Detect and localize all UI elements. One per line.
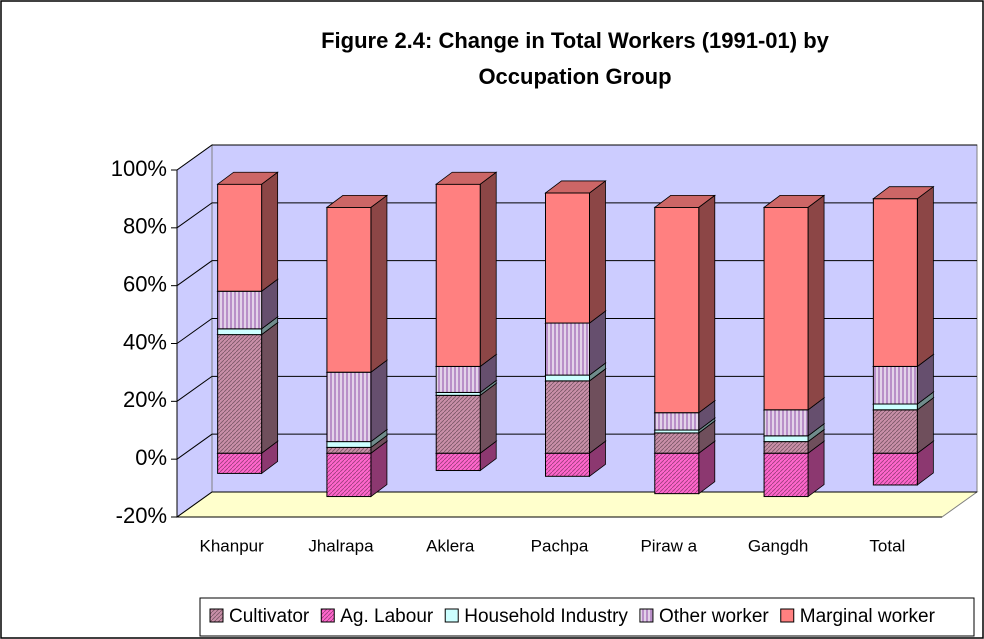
bar-top [762, 194, 826, 208]
bar-side [807, 194, 825, 411]
bar [435, 452, 481, 472]
bar [654, 452, 700, 495]
bar [217, 183, 263, 292]
bar-top [872, 186, 935, 200]
chart-subtitle: Occupation Group [478, 64, 671, 89]
bar [654, 206, 700, 414]
bar-top [216, 171, 279, 185]
grid-line [176, 202, 977, 229]
bar [217, 334, 263, 454]
bar-top [325, 194, 389, 208]
legend-label: Ag. Labour [340, 606, 434, 627]
bar [435, 394, 481, 454]
bar [217, 328, 263, 336]
y-tick-label: 80% [123, 214, 167, 239]
bar [217, 290, 263, 330]
bar-side [261, 321, 279, 454]
bar-side [370, 359, 388, 443]
grid-line [176, 433, 977, 460]
legend-swatch [780, 608, 795, 623]
bar-side [698, 194, 716, 414]
x-tick-label: Pachpa [531, 536, 589, 555]
bar [872, 365, 918, 405]
y-tick-label: 20% [123, 387, 167, 412]
bar-side [261, 171, 279, 293]
bar-top [544, 180, 607, 194]
bar [435, 183, 481, 367]
legend-swatch [444, 608, 459, 623]
bar [326, 452, 372, 498]
bar [763, 435, 809, 443]
y-tick-label: 100% [111, 156, 167, 181]
bar [872, 452, 918, 486]
bar [326, 206, 372, 373]
y-tick-label: 60% [123, 271, 167, 296]
bar-side [916, 185, 934, 368]
bar [763, 452, 809, 498]
grid-line [176, 375, 977, 402]
bar-side [589, 180, 606, 324]
bar [326, 441, 372, 448]
x-tick-label: Total [869, 536, 905, 555]
grid-line [176, 318, 977, 344]
floor [175, 491, 979, 518]
bar [217, 452, 263, 474]
chart-title: Figure 2.4: Change in Total Workers (199… [321, 28, 830, 53]
bar [545, 322, 590, 376]
bar [654, 412, 700, 431]
bar-side [589, 368, 606, 454]
bar-top [435, 171, 498, 185]
legend-label: Other worker [659, 606, 769, 627]
bar [872, 198, 918, 367]
legend-label: Marginal worker [800, 606, 936, 627]
legend-swatch [639, 608, 654, 623]
bar [545, 380, 590, 454]
legend-label: Cultivator [229, 606, 310, 627]
bar [763, 441, 809, 454]
bar-side [370, 194, 388, 374]
x-tick-label: Aklera [426, 536, 475, 555]
bar [545, 192, 590, 324]
x-tick-label: Khanpur [200, 536, 265, 555]
bar [545, 452, 590, 477]
bar [545, 374, 590, 382]
legend-swatch [320, 608, 335, 623]
y-tick-label: 40% [123, 329, 167, 354]
bar [435, 365, 481, 393]
y-tick-label: 0% [135, 445, 167, 470]
bar [763, 409, 809, 437]
bar [326, 446, 372, 454]
y-tick-label: -20% [116, 503, 167, 528]
legend-label: Household Industry [464, 606, 628, 627]
x-tick-label: Piraw a [640, 536, 697, 555]
legend-swatch [209, 608, 224, 623]
bar-side [479, 171, 497, 368]
bar [326, 371, 372, 443]
x-tick-label: Jhalrapa [308, 536, 374, 555]
bar [872, 409, 918, 454]
x-tick-label: Gangdh [748, 536, 809, 555]
grid-line [176, 260, 977, 287]
bar-top [653, 194, 716, 208]
grid-line [176, 144, 977, 171]
bar [654, 432, 700, 454]
grid-line [176, 491, 977, 518]
bar [872, 403, 918, 411]
bar [763, 206, 809, 411]
